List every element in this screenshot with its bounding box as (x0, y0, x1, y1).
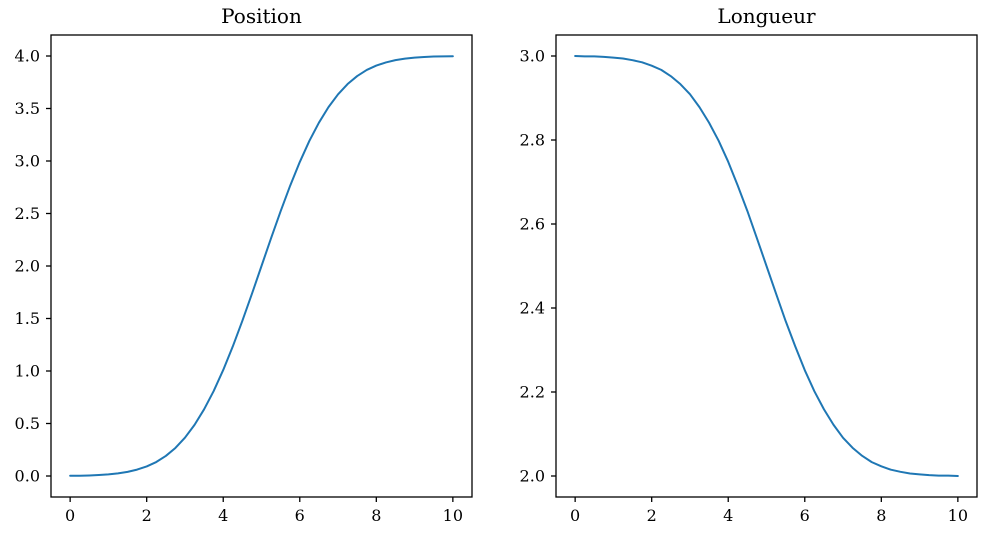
y-tick-label: 1.0 (15, 362, 40, 381)
y-tick-label: 2.6 (520, 215, 545, 234)
y-tick-label: 1.5 (15, 309, 40, 328)
y-tick-label: 0.0 (15, 467, 40, 486)
y-tick-label: 0.5 (15, 414, 40, 433)
chart-title-position: Position (221, 4, 302, 28)
x-tick-label: 6 (295, 506, 305, 525)
curve-longueur (574, 55, 959, 477)
chart-position: Position (51, 0, 472, 30)
y-tick-label: 2.4 (520, 299, 545, 318)
x-tick-label: 2 (142, 506, 152, 525)
curve-position (69, 55, 454, 477)
chart-title-longueur: Longueur (717, 4, 816, 28)
x-tick-label: 6 (800, 506, 810, 525)
x-tick-label: 8 (371, 506, 381, 525)
x-tick-label: 4 (723, 506, 733, 525)
x-tick-label: 2 (647, 506, 657, 525)
y-tick-label: 3.5 (15, 99, 40, 118)
x-tick-label: 10 (948, 506, 968, 525)
x-tick-label: 4 (218, 506, 228, 525)
chart-longueur: Longueur (556, 0, 977, 30)
y-tick-label: 2.0 (520, 467, 545, 486)
y-tick-label: 2.0 (15, 257, 40, 276)
y-tick-label: 2.8 (520, 131, 545, 150)
y-tick-label: 2.2 (520, 383, 545, 402)
y-tick-label: 3.0 (15, 152, 40, 171)
x-tick-label: 0 (65, 506, 75, 525)
x-tick-label: 0 (570, 506, 580, 525)
x-tick-label: 8 (876, 506, 886, 525)
y-tick-label: 3.0 (520, 47, 545, 66)
x-tick-label: 10 (443, 506, 463, 525)
axes-frame (555, 34, 978, 498)
y-tick-label: 2.5 (15, 204, 40, 223)
y-tick-label: 4.0 (15, 47, 40, 66)
